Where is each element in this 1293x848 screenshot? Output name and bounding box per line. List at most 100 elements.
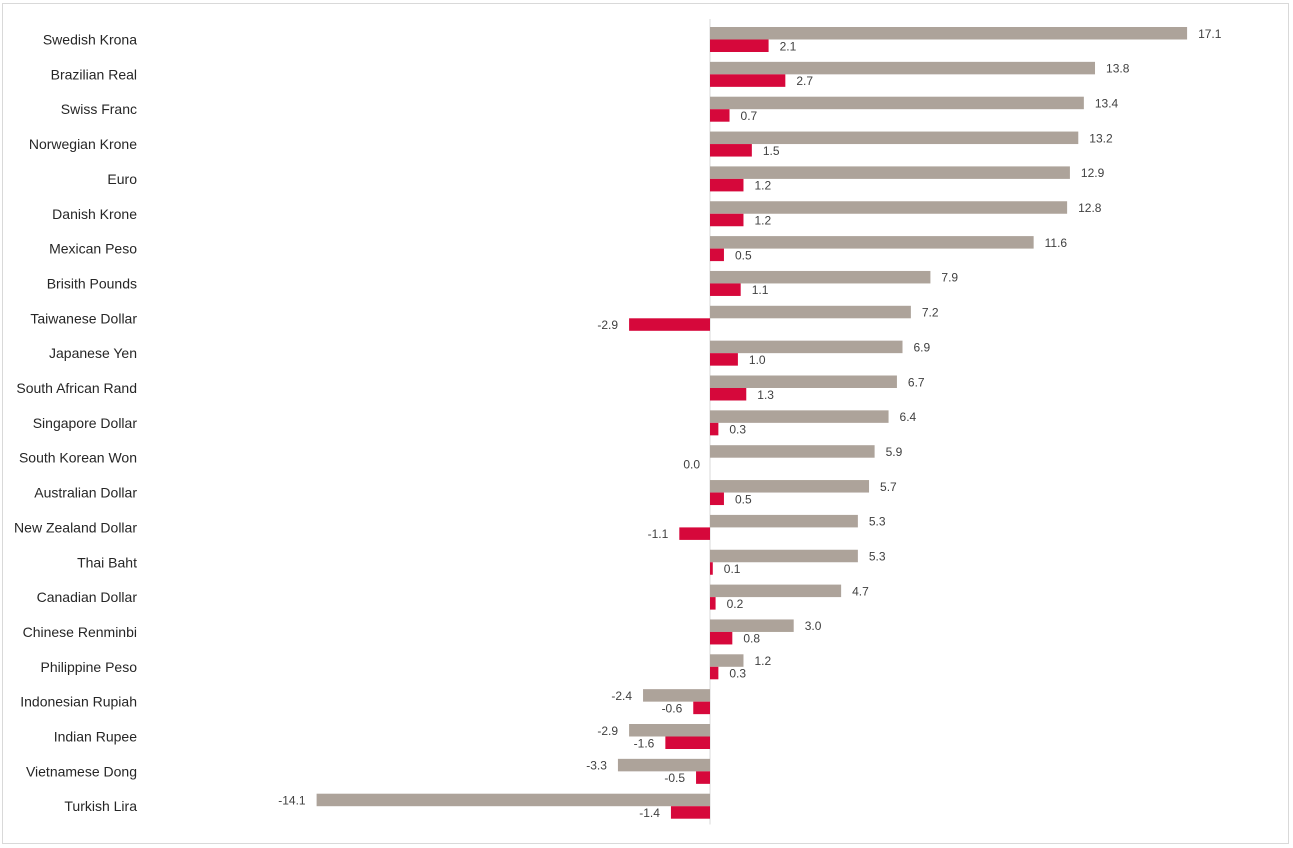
series1-bar	[710, 201, 1068, 214]
category-label: Singapore Dollar	[33, 415, 138, 431]
series1-value-label: 7.2	[922, 306, 939, 320]
series2-bar	[710, 353, 738, 366]
series2-value-label: -1.6	[634, 736, 655, 750]
category-label: Vietnamese Dong	[26, 763, 137, 779]
category-label: Euro	[107, 171, 137, 187]
series2-value-label: 1.2	[754, 179, 771, 193]
series1-bar	[629, 724, 710, 737]
category-label: Brisith Pounds	[47, 275, 137, 291]
series2-value-label: -1.1	[648, 527, 669, 541]
category-label: Mexican Peso	[49, 241, 137, 257]
series2-value-label: 0.5	[735, 248, 752, 262]
series2-value-label: -0.6	[662, 701, 683, 715]
series1-value-label: 1.2	[754, 654, 771, 668]
category-label: Danish Krone	[52, 206, 137, 222]
series2-value-label: 0.0	[683, 457, 700, 471]
series1-bar	[710, 96, 1084, 110]
series2-value-label: 1.5	[763, 144, 780, 158]
series1-value-label: 3.0	[805, 619, 822, 633]
series2-value-label: 0.7	[741, 109, 758, 123]
series2-value-label: -0.5	[664, 771, 685, 785]
series1-value-label: 12.8	[1078, 201, 1102, 215]
series2-value-label: 0.3	[729, 423, 746, 437]
series2-bar	[710, 422, 719, 436]
series2-value-label: 1.0	[749, 353, 766, 367]
series2-bar	[710, 283, 741, 296]
series2-value-label: 1.1	[752, 283, 769, 297]
category-label: New Zealand Dollar	[14, 519, 137, 535]
series2-bar	[710, 492, 724, 506]
category-label: Brazilian Real	[51, 66, 137, 82]
series1-bar	[710, 131, 1079, 145]
series2-bar	[710, 144, 752, 157]
series1-value-label: 5.9	[886, 445, 903, 459]
series1-bar	[643, 689, 710, 702]
series2-value-label: 2.1	[780, 39, 797, 53]
series2-bar	[710, 74, 786, 87]
series1-value-label: 5.3	[869, 550, 886, 564]
series1-value-label: 12.9	[1081, 166, 1105, 180]
series1-bar	[316, 793, 710, 807]
category-label: Turkish Lira	[64, 798, 137, 814]
series2-value-label: 0.3	[729, 667, 746, 681]
series2-bar	[665, 736, 710, 749]
series1-bar	[710, 584, 842, 598]
series1-bar	[710, 305, 911, 319]
series2-value-label: 2.7	[796, 74, 813, 88]
series2-value-label: 0.5	[735, 492, 752, 506]
series1-value-label: 11.6	[1045, 236, 1068, 250]
series1-bar	[710, 61, 1096, 75]
series2-value-label: 0.8	[743, 632, 760, 646]
category-label: Swedish Krona	[43, 32, 137, 48]
series1-value-label: -14.1	[278, 793, 306, 807]
series1-value-label: 17.1	[1198, 27, 1222, 41]
series1-value-label: 13.4	[1095, 96, 1119, 110]
series1-bar	[710, 514, 858, 528]
series2-bar	[710, 388, 747, 401]
series2-value-label: 1.3	[757, 388, 774, 402]
series1-value-label: -2.4	[611, 689, 632, 703]
series2-bar	[629, 318, 710, 331]
series1-bar	[710, 236, 1034, 249]
series1-value-label: -3.3	[586, 759, 607, 773]
series1-bar	[710, 27, 1188, 40]
category-label: Philippine Peso	[40, 659, 137, 675]
series2-value-label: -2.9	[597, 318, 618, 332]
series1-bar	[710, 166, 1070, 179]
category-label: Chinese Renminbi	[23, 624, 137, 640]
series2-bar	[679, 527, 710, 540]
series2-value-label: -1.4	[639, 806, 660, 820]
series2-bar	[710, 631, 733, 645]
series1-value-label: 6.9	[914, 340, 931, 354]
category-label: Thai Baht	[77, 554, 137, 570]
series1-value-label: 13.2	[1089, 131, 1113, 145]
category-label: Japanese Yen	[49, 345, 137, 361]
series2-bar	[710, 248, 724, 262]
series1-bar	[710, 410, 889, 423]
series1-bar	[710, 549, 858, 563]
series2-value-label: 0.2	[727, 597, 744, 611]
series2-bar	[710, 109, 730, 122]
series1-bar	[617, 758, 710, 772]
category-label: Norwegian Krone	[29, 136, 137, 152]
series2-bar	[710, 39, 769, 52]
series2-bar	[710, 597, 716, 610]
series1-value-label: 4.7	[852, 584, 869, 598]
series1-bar	[710, 619, 794, 632]
series1-value-label: 13.8	[1106, 62, 1130, 76]
series1-bar	[710, 270, 931, 284]
series1-bar	[710, 375, 897, 388]
series1-value-label: 6.4	[900, 410, 917, 424]
category-label: Taiwanese Dollar	[30, 310, 137, 326]
series2-bar	[710, 178, 744, 192]
series2-bar	[670, 806, 710, 819]
series2-bar	[710, 666, 719, 680]
category-label: Indian Rupee	[54, 729, 138, 745]
series2-bar	[693, 701, 710, 715]
series2-bar	[710, 562, 713, 575]
series1-bar	[710, 480, 870, 493]
series1-bar	[710, 340, 903, 354]
series1-value-label: 5.3	[869, 515, 886, 529]
category-label: South African Rand	[16, 380, 137, 396]
